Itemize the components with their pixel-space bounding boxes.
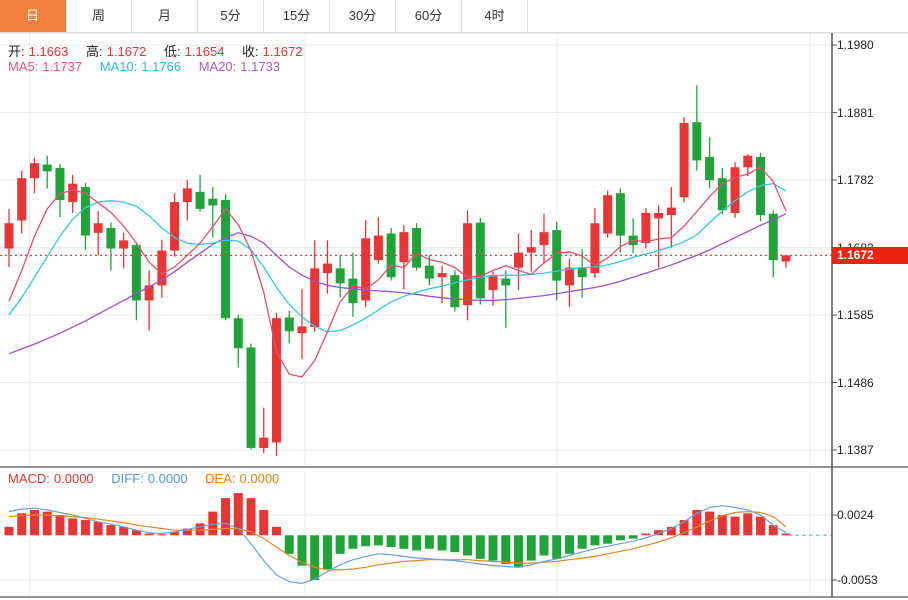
tab-period-8[interactable]: 4时 [462, 0, 528, 32]
macd-label: MACD: [8, 471, 50, 486]
macd-axis-tick: -0.0053 [837, 573, 878, 587]
period-tabbar: 日周月 5分 15分 30分 60分 4时 [0, 0, 908, 33]
diff-label: DIFF: [111, 471, 144, 486]
price-axis-tick: 1.1585 [837, 308, 874, 322]
dea-label: DEA: [205, 471, 236, 486]
ma10-value: 1.1766 [141, 59, 182, 74]
tab-period-1[interactable]: 日 [0, 0, 66, 32]
dea-value: 0.0000 [239, 471, 280, 486]
tab-period-5[interactable]: 15分 [264, 0, 330, 32]
ohlc-readout: 开: 1.1663 高: 1.1672 低: 1.1654 收: 1.1672 [8, 41, 306, 60]
price-axis-tick: 1.1980 [837, 38, 874, 52]
ma20-value: 1.1733 [240, 59, 281, 74]
price-axis-tick: 1.1782 [837, 173, 874, 187]
price-axis-tick: 1.1486 [837, 375, 874, 390]
low-label: 低: [164, 44, 181, 59]
ma5-label: MA5: [8, 59, 39, 74]
high-label: 高: [86, 44, 103, 59]
ma20-label: MA20: [198, 59, 237, 74]
tab-period-6[interactable]: 30分 [330, 0, 396, 32]
macd-axis-tick: 0.0024 [837, 508, 874, 522]
tab-period-2[interactable]: 周 [66, 0, 132, 32]
macd-value: 0.0000 [53, 471, 94, 486]
price-axis-tick: 1.1387 [837, 443, 874, 457]
open-value: 1.1663 [28, 44, 69, 59]
current-price-badge: 1.1672 [832, 246, 908, 264]
tab-period-4[interactable]: 5分 [198, 0, 264, 32]
low-value: 1.1654 [184, 44, 225, 59]
close-value: 1.1672 [262, 44, 303, 59]
open-label: 开: [8, 44, 25, 59]
ma10-label: MA10: [99, 59, 138, 74]
ma-legend: MA5: 1.1737 MA10: 1.1766 MA20: 1.1733 [8, 59, 284, 74]
diff-value: 0.0000 [147, 471, 188, 486]
tab-period-7[interactable]: 60分 [396, 0, 462, 32]
high-value: 1.1672 [106, 44, 147, 59]
price-axis-tick: 1.1881 [837, 105, 874, 120]
macd-legend: MACD: 0.0000 DIFF: 0.0000 DEA: 0.0000 [8, 471, 283, 486]
ma5-value: 1.1737 [42, 59, 83, 74]
close-label: 收: [242, 44, 259, 59]
tab-period-3[interactable]: 月 [132, 0, 198, 32]
